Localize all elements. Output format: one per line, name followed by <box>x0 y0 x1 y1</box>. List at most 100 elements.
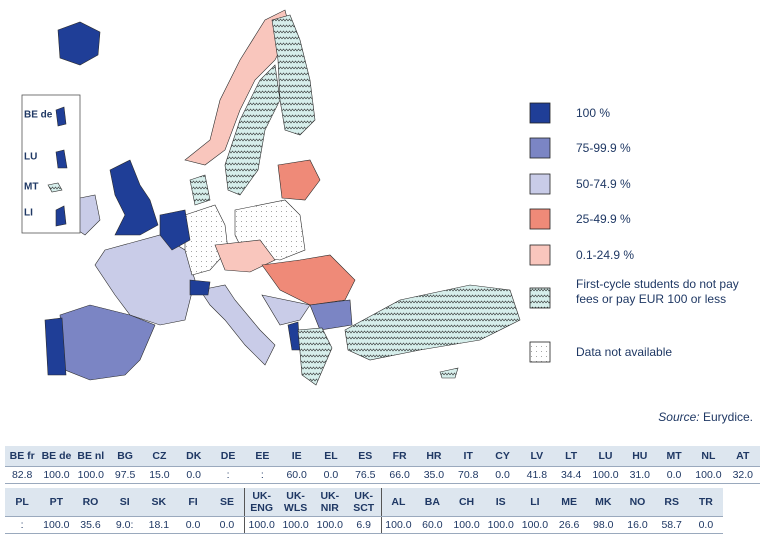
value-cell: 100.0 <box>483 516 518 534</box>
header-cell: BE nl <box>73 446 108 467</box>
inset-label: LI <box>24 208 33 219</box>
legend-label: 50-74.9 % <box>576 177 631 191</box>
header-cell: TR <box>688 488 723 517</box>
value-cell: 31.0 <box>622 466 657 484</box>
value-cell: 0.0 <box>688 516 723 534</box>
header-cell: LV <box>519 446 554 467</box>
value-cell: 98.0 <box>586 516 621 534</box>
header-cell: MK <box>586 488 621 517</box>
legend-label: Data not available <box>576 345 673 359</box>
value-cell: 100.0 <box>39 516 74 534</box>
header-cell: SI <box>107 488 142 517</box>
value-cell: 0.0 <box>313 466 349 484</box>
header-row: PL PT RO SI SK FI SE UK- ENG UK- WLS UK- NIR UK- SCT AL… <box>5 488 723 517</box>
source: Source: Eurydice. <box>658 410 753 424</box>
value-cell: 32.0 <box>725 466 760 484</box>
countries <box>44 9 521 386</box>
data-table: PL PT RO SI SK FI SE UK- ENG UK- WLS UK- NIR UK- SCT AL… <box>5 488 723 534</box>
header-cell: HR <box>416 446 452 467</box>
legend-label: 75-99.9 % <box>576 141 631 155</box>
header-cell: CY <box>485 446 520 467</box>
value-cell: 26.6 <box>552 516 587 534</box>
value-cell: 100.0 <box>588 466 623 484</box>
value-cell: : <box>210 466 246 484</box>
header-cell: PT <box>39 488 74 517</box>
header-cell: LT <box>554 446 589 467</box>
value-cell: 58.7 <box>654 516 689 534</box>
header-cell: IS <box>483 488 518 517</box>
value-cell: 100.0 <box>73 466 108 484</box>
header-cell: AL <box>380 488 416 517</box>
value-cell: 34.4 <box>554 466 589 484</box>
value-cell: 70.8 <box>451 466 486 484</box>
map: BE de LU MT LI <box>21 9 551 386</box>
value-cell: 0.0 <box>656 466 692 484</box>
legend-label: 100 % <box>576 106 611 120</box>
header-cell: EE <box>245 446 280 467</box>
value-cell: 16.0 <box>620 516 655 534</box>
header-cell: AT <box>725 446 760 467</box>
header-cell: BE fr <box>5 446 40 467</box>
value-row: :100.0 35.6 9.0: 18.1 0.0 0.0 100.0 100.0 100.0 6… <box>5 516 723 534</box>
header-cell: IE <box>279 446 314 467</box>
header-cell: EL <box>313 446 349 467</box>
inset-label: BE de <box>24 110 53 121</box>
header-cell: SK <box>141 488 176 517</box>
value-cell: 76.5 <box>348 466 383 484</box>
header-cell: LU <box>588 446 623 467</box>
header-cell: NO <box>620 488 655 517</box>
value-cell: 6.9 <box>346 516 382 534</box>
header-cell: LI <box>517 488 552 517</box>
value-cell: 0.0 <box>176 466 211 484</box>
header-cell: UK- SCT <box>346 488 382 517</box>
value-cell: 60.0 <box>279 466 314 484</box>
header-cell: NL <box>691 446 726 467</box>
source-label: Source: <box>658 410 700 424</box>
legend-label: 0.1-24.9 % <box>576 248 635 262</box>
header-cell: UK- WLS <box>278 488 313 517</box>
value-cell: 100.0 <box>449 516 484 534</box>
header-cell: UK- ENG <box>243 488 279 517</box>
header-cell: HU <box>622 446 657 467</box>
value-cell: 97.5 <box>107 466 143 484</box>
value-cell: 18.1 <box>141 516 176 534</box>
value-row: 82.8 100.0 100.0 97.5 15.0 0.0::60.0 0.0 76.5 66… <box>5 466 760 484</box>
value-cell: 100.0 <box>312 516 347 534</box>
value-cell: 60.0 <box>415 516 450 534</box>
value-cell: 0.0 <box>210 516 245 534</box>
header-cell: FR <box>382 446 417 467</box>
header-cell: ME <box>552 488 587 517</box>
header-cell: CH <box>449 488 484 517</box>
source-text: Eurydice. <box>702 410 753 424</box>
legend-label: 25-49.9 % <box>576 212 631 226</box>
header-cell: DK <box>176 446 211 467</box>
value-cell: 9.0: <box>107 516 142 534</box>
value-cell: 15.0 <box>142 466 177 484</box>
header-cell: BA <box>415 488 450 517</box>
value-cell: 100.0 <box>278 516 313 534</box>
header-cell: SE <box>210 488 245 517</box>
value-cell: 41.8 <box>519 466 554 484</box>
legend-swatches <box>529 102 551 363</box>
value-cell: 100.0 <box>517 516 552 534</box>
header-row: BE fr BE de BE nl BG CZ DK DE EE IE EL ES FR HR IT CY L… <box>5 446 760 467</box>
value-cell: 100.0 <box>39 466 74 484</box>
value-cell: 82.8 <box>5 466 40 484</box>
data-table: BE fr BE de BE nl BG CZ DK DE EE IE EL ES FR HR IT CY L… <box>5 446 760 484</box>
value-cell: 35.6 <box>73 516 108 534</box>
header-cell: PL <box>5 488 40 517</box>
value-cell: : <box>245 466 280 484</box>
header-cell: RO <box>73 488 108 517</box>
value-cell: 100.0 <box>691 466 726 484</box>
value-cell: 100.0 <box>243 516 279 534</box>
header-cell: CZ <box>142 446 177 467</box>
header-cell: BG <box>107 446 143 467</box>
value-cell: : <box>5 516 40 534</box>
value-cell: 0.0 <box>485 466 520 484</box>
header-cell: RS <box>654 488 689 517</box>
header-cell: BE de <box>39 446 74 467</box>
header-cell: UK- NIR <box>312 488 347 517</box>
header-cell: FI <box>175 488 211 517</box>
value-cell: 66.0 <box>382 466 417 484</box>
